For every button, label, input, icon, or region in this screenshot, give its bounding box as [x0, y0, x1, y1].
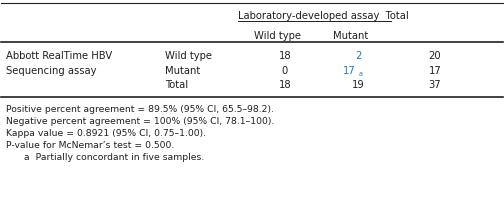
Text: 18: 18 [279, 80, 291, 90]
Text: Negative percent agreement = 100% (95% CI, 78.1–100).: Negative percent agreement = 100% (95% C… [6, 117, 274, 125]
Text: Total: Total [165, 80, 188, 90]
Text: Abbott RealTime HBV: Abbott RealTime HBV [6, 51, 112, 61]
Text: a  Partially concordant in five samples.: a Partially concordant in five samples. [18, 153, 204, 163]
Text: 19: 19 [352, 80, 364, 90]
Text: 0: 0 [282, 66, 288, 76]
Text: Positive percent agreement = 89.5% (95% CI, 65.5–98.2).: Positive percent agreement = 89.5% (95% … [6, 104, 274, 114]
Text: Wild type: Wild type [255, 31, 301, 41]
Text: Sequencing assay: Sequencing assay [6, 66, 96, 76]
Text: 20: 20 [429, 51, 442, 61]
Text: Laboratory-developed assay  Total: Laboratory-developed assay Total [238, 11, 409, 21]
Text: P-value for McNemar’s test = 0.500.: P-value for McNemar’s test = 0.500. [6, 140, 174, 150]
Text: 18: 18 [279, 51, 291, 61]
Text: 37: 37 [429, 80, 442, 90]
Text: 17: 17 [428, 66, 442, 76]
Text: Wild type: Wild type [165, 51, 212, 61]
Text: a: a [359, 71, 363, 77]
Text: Mutant: Mutant [165, 66, 200, 76]
Text: Mutant: Mutant [333, 31, 368, 41]
Text: 17: 17 [343, 66, 356, 76]
Text: Kappa value = 0.8921 (95% CI, 0.75–1.00).: Kappa value = 0.8921 (95% CI, 0.75–1.00)… [6, 129, 206, 137]
Text: 2: 2 [355, 51, 361, 61]
